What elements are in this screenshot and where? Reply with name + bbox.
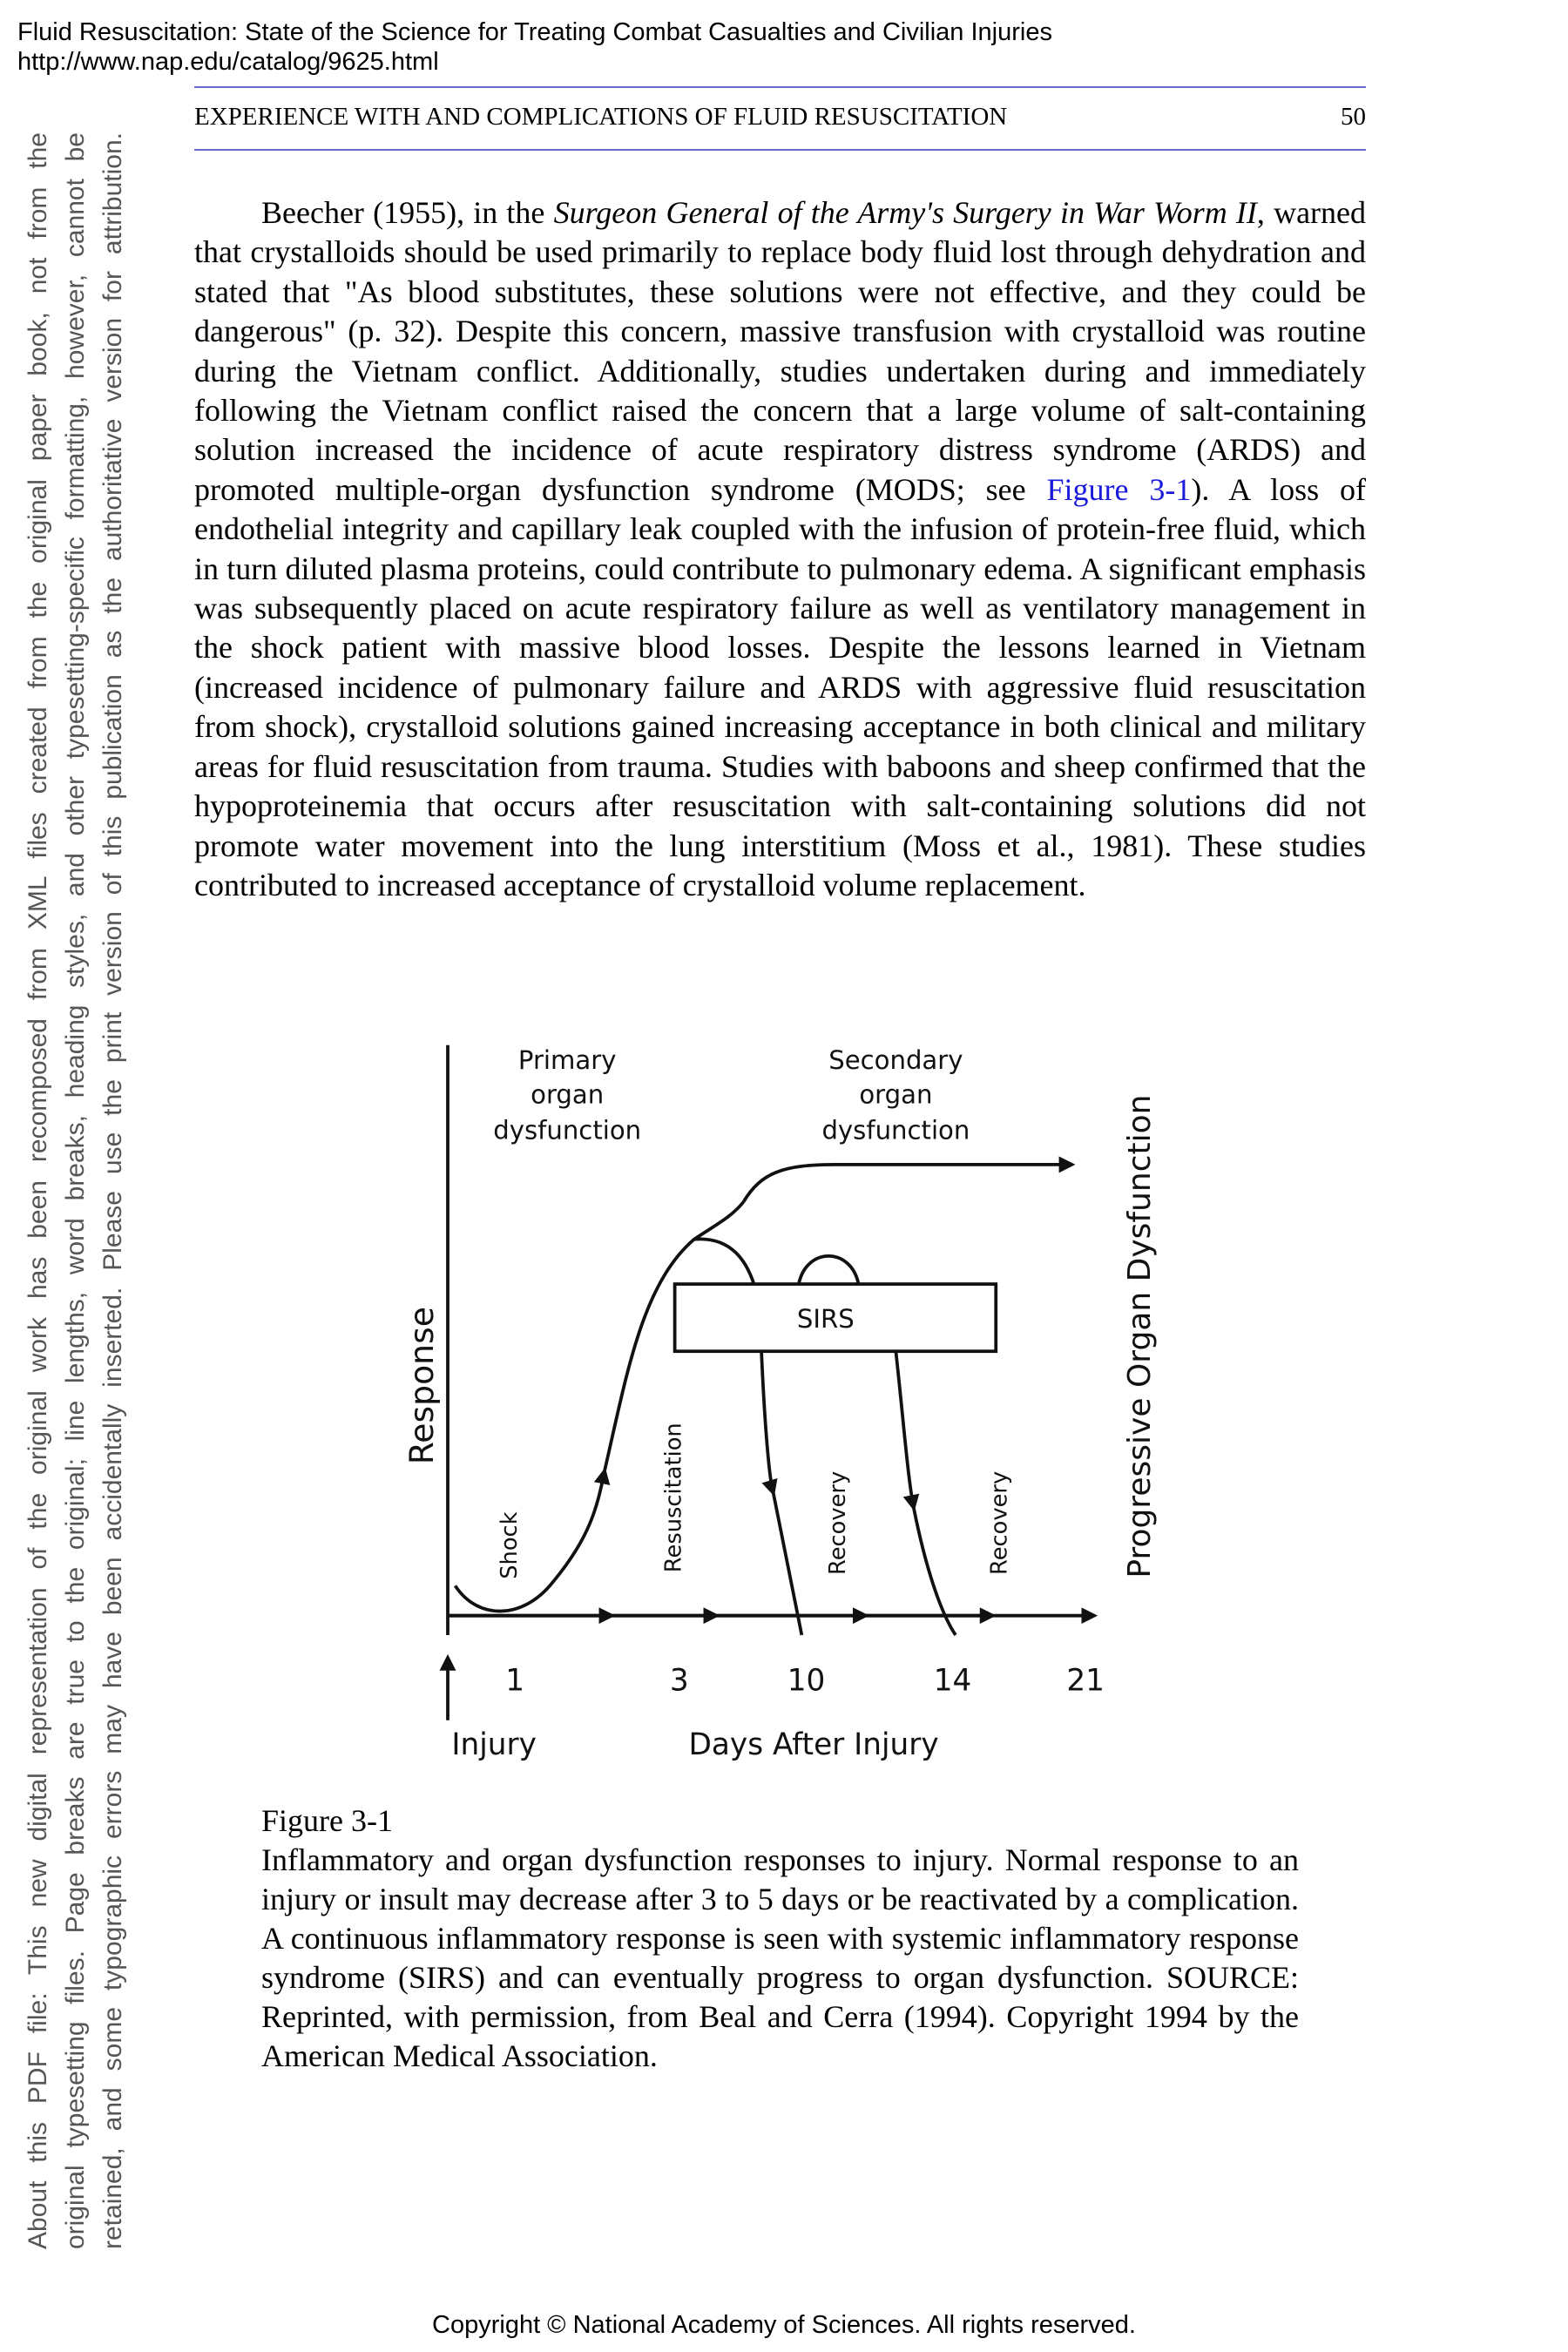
right-label: Progressive Organ Dysfunction bbox=[1122, 1095, 1158, 1578]
label: dysfunction bbox=[493, 1116, 641, 1146]
running-head-title: EXPERIENCE WITH AND COMPLICATIONS OF FLU… bbox=[194, 103, 1008, 131]
arch bbox=[797, 1254, 861, 1285]
figure-link[interactable]: Figure 3-1 bbox=[1046, 471, 1192, 507]
running-head: EXPERIENCE WITH AND COMPLICATIONS OF FLU… bbox=[194, 103, 1366, 132]
arrow bbox=[760, 1351, 778, 1497]
header-title: Fluid Resuscitation: State of the Scienc… bbox=[17, 18, 1052, 46]
phase-label: Recovery bbox=[825, 1471, 851, 1575]
header-url: http://www.nap.edu/catalog/9625.html bbox=[17, 48, 439, 76]
text: Beecher (1955), in the bbox=[261, 195, 554, 230]
curve bbox=[693, 1237, 756, 1285]
caption-text: Inflammatory and organ dysfunction respo… bbox=[261, 1842, 1299, 2073]
sidebar: About this PDF file: This new digital re… bbox=[19, 132, 132, 2249]
label: Primary bbox=[518, 1045, 617, 1075]
tick-label: 14 bbox=[934, 1663, 972, 1698]
label: organ bbox=[531, 1080, 604, 1110]
body-paragraph: Beecher (1955), in the Surgeon General o… bbox=[194, 193, 1366, 905]
label: dysfunction bbox=[821, 1116, 970, 1146]
book-title: Surgeon General of the Army's Surgery in… bbox=[553, 195, 1257, 230]
figure: Primary organ dysfunction Secondary orga… bbox=[402, 1044, 1158, 1762]
label: organ bbox=[859, 1080, 932, 1110]
sidebar-line: original typesetting files. Page breaks … bbox=[61, 132, 90, 2249]
line bbox=[771, 1492, 804, 1636]
phase-label: Resuscitation bbox=[660, 1423, 686, 1572]
footer: Copyright © National Academy of Sciences… bbox=[432, 2311, 1136, 2339]
sidebar-line: About this PDF file: This new digital re… bbox=[24, 132, 52, 2249]
injury-label: Injury bbox=[451, 1727, 536, 1762]
tick-label: 10 bbox=[787, 1663, 826, 1698]
text: , warned that crystalloids should be use… bbox=[194, 195, 1367, 507]
box-label: SIRS bbox=[797, 1304, 855, 1334]
label: Secondary bbox=[828, 1045, 963, 1075]
y-axis-label: Response bbox=[402, 1307, 441, 1464]
rule bbox=[194, 86, 1366, 88]
tick-label: 3 bbox=[670, 1663, 689, 1698]
curve bbox=[741, 1156, 1076, 1203]
tick-label: 1 bbox=[505, 1663, 524, 1698]
tick-label: 21 bbox=[1066, 1663, 1105, 1698]
x-axis-label: Days After Injury bbox=[689, 1727, 939, 1762]
phase-label: Shock bbox=[497, 1511, 523, 1578]
rule bbox=[194, 149, 1366, 151]
page-number: 50 bbox=[1341, 103, 1366, 131]
line bbox=[912, 1507, 957, 1637]
curve bbox=[603, 1200, 745, 1471]
phase-label: Recovery bbox=[986, 1471, 1012, 1575]
text: ). A loss of endothelial integrity and c… bbox=[194, 471, 1366, 902]
sirs-box bbox=[672, 1282, 998, 1354]
curve bbox=[454, 1467, 611, 1613]
arrow bbox=[894, 1350, 920, 1511]
sidebar-line: retained, and some typographic errors ma… bbox=[98, 132, 127, 2249]
caption-label: Figure 3-1 bbox=[261, 1803, 393, 1838]
